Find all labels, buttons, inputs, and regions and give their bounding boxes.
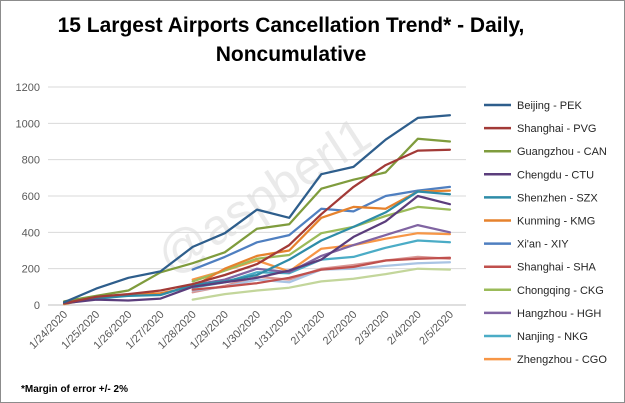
series-line-guangzhou-can bbox=[62, 137, 452, 303]
x-tick-label: 2/1/2020 bbox=[289, 309, 328, 348]
x-tick-label: 2/2/2020 bbox=[321, 309, 360, 348]
series-line-xi-an-xiy bbox=[191, 185, 452, 271]
x-tick-label: 2/4/2020 bbox=[385, 309, 424, 348]
chart-footnote: *Margin of error +/- 2% bbox=[21, 384, 128, 395]
legend-label: Kunming - KMG bbox=[517, 216, 595, 228]
legend-label: Hangzhou - HGH bbox=[517, 308, 601, 320]
series-line-shanghai-pvg bbox=[62, 148, 452, 305]
y-tick-label: 1200 bbox=[16, 82, 40, 94]
legend-label: Chengdu - CTU bbox=[517, 169, 594, 181]
chart-title: 15 Largest Airports Cancellation Trend* … bbox=[57, 14, 525, 66]
series-line-chongqing-ckg bbox=[191, 205, 452, 283]
legend-label: Chongqing - CKG bbox=[517, 285, 604, 297]
y-tick-label: 200 bbox=[22, 264, 40, 276]
y-tick-label: 800 bbox=[22, 155, 40, 167]
legend-label: Beijing - PEK bbox=[517, 100, 582, 112]
legend-label: Zhengzhou - CGO bbox=[517, 354, 607, 366]
series-line-shanghai-sha bbox=[191, 256, 452, 291]
legend-label: Xi'an - XIY bbox=[517, 239, 569, 251]
y-tick-label: 400 bbox=[22, 227, 40, 239]
y-tick-label: 0 bbox=[34, 300, 40, 312]
series-line-hangzhou-hgh bbox=[191, 223, 452, 287]
series-line-shenzhen-szx bbox=[62, 190, 452, 305]
y-tick-label: 1000 bbox=[16, 118, 40, 130]
series-line-chengdu-ctu bbox=[62, 194, 452, 305]
legend-label: Nanjing - NKG bbox=[517, 331, 588, 343]
x-tick-label: 2/5/2020 bbox=[417, 309, 456, 348]
series-line-series-15 bbox=[191, 267, 452, 301]
series-line-beijing-pek bbox=[62, 114, 452, 304]
legend-label: Shanghai - SHA bbox=[517, 262, 597, 274]
legend-label: Guangzhou - CAN bbox=[517, 146, 607, 158]
y-tick-label: 600 bbox=[22, 191, 40, 203]
x-tick-label: 2/3/2020 bbox=[353, 309, 392, 348]
legend-label: Shanghai - PVG bbox=[517, 123, 597, 135]
legend-label: Shenzhen - SZX bbox=[517, 192, 598, 204]
